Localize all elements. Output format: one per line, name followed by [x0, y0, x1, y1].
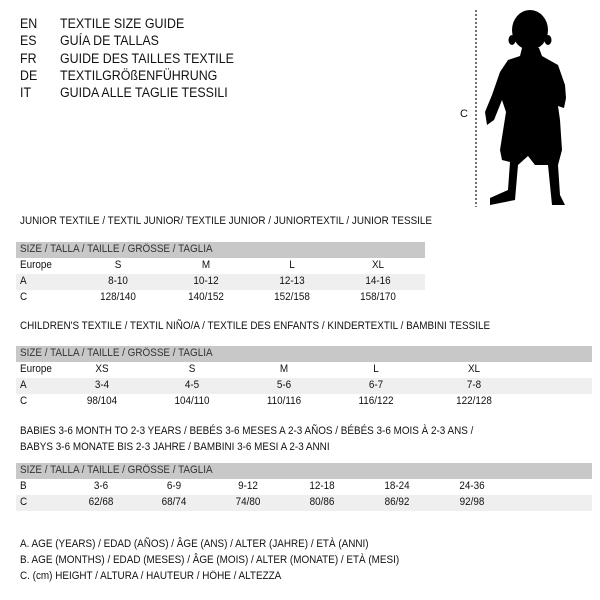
table-header: SIZE / TALLA / TAILLE / GRÖSSE / TAGLIA [16, 463, 592, 479]
child-silhouette-icon [475, 10, 566, 207]
table-cell: 80/86 [309, 496, 335, 508]
table-header: SIZE / TALLA / TAILLE / GRÖSSE / TAGLIA [16, 242, 425, 258]
table-cell: 104/110 [174, 395, 210, 407]
language-title: GUIDE DES TAILLES TEXTILE [60, 50, 234, 66]
table-cell: M [201, 259, 211, 271]
table-cell: 74/80 [235, 496, 261, 508]
table-cell: S [188, 363, 196, 375]
table-cell: XL [467, 363, 481, 375]
language-title: TEXTILGRÖßENFÜHRUNG [60, 67, 218, 83]
language-title: GUIDA ALLE TAGLIE TESSILI [60, 85, 228, 101]
table-cell: 7-8 [466, 379, 482, 391]
language-code: FR [20, 50, 37, 66]
table-cell: 86/92 [384, 496, 410, 508]
table-cell: 122/128 [456, 395, 492, 407]
table-cell: 12-13 [279, 275, 305, 287]
table-cell: 4-5 [184, 379, 200, 391]
table-cell: 128/140 [100, 291, 136, 303]
table-cell: 6-7 [368, 379, 384, 391]
table-cell: 8-10 [108, 275, 128, 287]
row-label: C [20, 291, 28, 303]
table-row: C 128/140 140/152 152/158 158/170 [16, 290, 425, 306]
table-cell: 3-4 [94, 379, 110, 391]
language-code: EN [20, 16, 38, 31]
table-row: A 8-10 10-12 12-13 14-16 [16, 274, 425, 290]
table-cell: 152/158 [274, 291, 310, 303]
table-cell: 98/104 [86, 395, 118, 407]
table-cell: 92/98 [459, 496, 485, 508]
table-cell: 9-12 [238, 480, 258, 492]
table-row: B 3-6 6-9 9-12 12-18 18-24 24-36 [16, 479, 592, 495]
table-cell: 116/122 [358, 395, 394, 407]
table-cell: 14-16 [365, 275, 391, 287]
table-cell: 68/74 [161, 496, 187, 508]
table-row: C 98/104 104/110 110/116 116/122 122/128 [16, 394, 592, 410]
table-cell: 3-6 [93, 480, 109, 492]
table-cell: L [373, 363, 379, 375]
table-cell: 140/152 [188, 291, 224, 303]
table-cell: 10-12 [193, 275, 219, 287]
language-title: TEXTILE SIZE GUIDE [60, 16, 185, 31]
table-row: Europe S M L XL [16, 258, 425, 274]
babies-size-table: SIZE / TALLA / TAILLE / GRÖSSE / TAGLIA B… [16, 463, 592, 511]
table-cell: 6-9 [166, 480, 182, 492]
row-label: A [20, 379, 27, 391]
legend-b: B. AGE (MONTHS) / EDAD (MESES) / ÂGE (MO… [20, 554, 400, 566]
row-label: Europe [20, 259, 52, 271]
table-cell: 18-24 [384, 480, 410, 492]
babies-title-line2: BABYS 3-6 MONATE BIS 2-3 JAHRE / BAMBINI… [20, 441, 330, 453]
table-row: C 62/68 68/74 74/80 80/86 86/92 92/98 [16, 495, 592, 511]
header-label: SIZE / TALLA / TAILLE / GRÖSSE / TAGLIA [20, 347, 213, 359]
row-label: C [20, 496, 28, 508]
row-label: C [20, 395, 28, 407]
table-cell: 24-36 [459, 480, 485, 492]
junior-size-table: SIZE / TALLA / TAILLE / GRÖSSE / TAGLIA E… [16, 242, 425, 306]
language-code: DE [20, 67, 38, 83]
table-cell: S [114, 259, 122, 271]
table-header: SIZE / TALLA / TAILLE / GRÖSSE / TAGLIA [16, 346, 592, 362]
junior-title: JUNIOR TEXTILE / TEXTIL JUNIOR/ TEXTILE … [20, 215, 433, 227]
table-row: Europe XS S M L XL [16, 362, 592, 378]
header-label: SIZE / TALLA / TAILLE / GRÖSSE / TAGLIA [20, 464, 213, 476]
language-code: IT [20, 85, 32, 101]
babies-title-line1: BABIES 3-6 MONTH TO 2-3 YEARS / BEBÉS 3-… [20, 425, 474, 437]
language-code: ES [20, 33, 37, 49]
legend-a: A. AGE (YEARS) / EDAD (AÑOS) / ÂGE (ANS)… [20, 538, 369, 550]
table-cell: L [289, 259, 295, 271]
children-size-table: SIZE / TALLA / TAILLE / GRÖSSE / TAGLIA E… [16, 346, 592, 410]
table-cell: 158/170 [360, 291, 396, 303]
legend-c: C. (cm) HEIGHT / ALTURA / HAUTEUR / HÖHE… [20, 570, 282, 582]
table-cell: XS [95, 363, 109, 375]
table-cell: M [279, 363, 289, 375]
table-cell: 110/116 [266, 395, 302, 407]
table-cell: 5-6 [276, 379, 292, 391]
language-title: GUÍA DE TALLAS [60, 33, 159, 49]
table-cell: 62/68 [88, 496, 114, 508]
table-cell: 12-18 [309, 480, 335, 492]
children-title: CHILDREN'S TEXTILE / TEXTIL NIÑO/A / TEX… [20, 320, 491, 332]
height-label: C [460, 108, 468, 120]
header-label: SIZE / TALLA / TAILLE / GRÖSSE / TAGLIA [20, 243, 213, 255]
table-cell: XL [371, 259, 385, 271]
row-label: B [20, 480, 27, 492]
row-label: Europe [20, 363, 52, 375]
table-row: A 3-4 4-5 5-6 6-7 7-8 [16, 378, 592, 394]
row-label: A [20, 275, 27, 287]
